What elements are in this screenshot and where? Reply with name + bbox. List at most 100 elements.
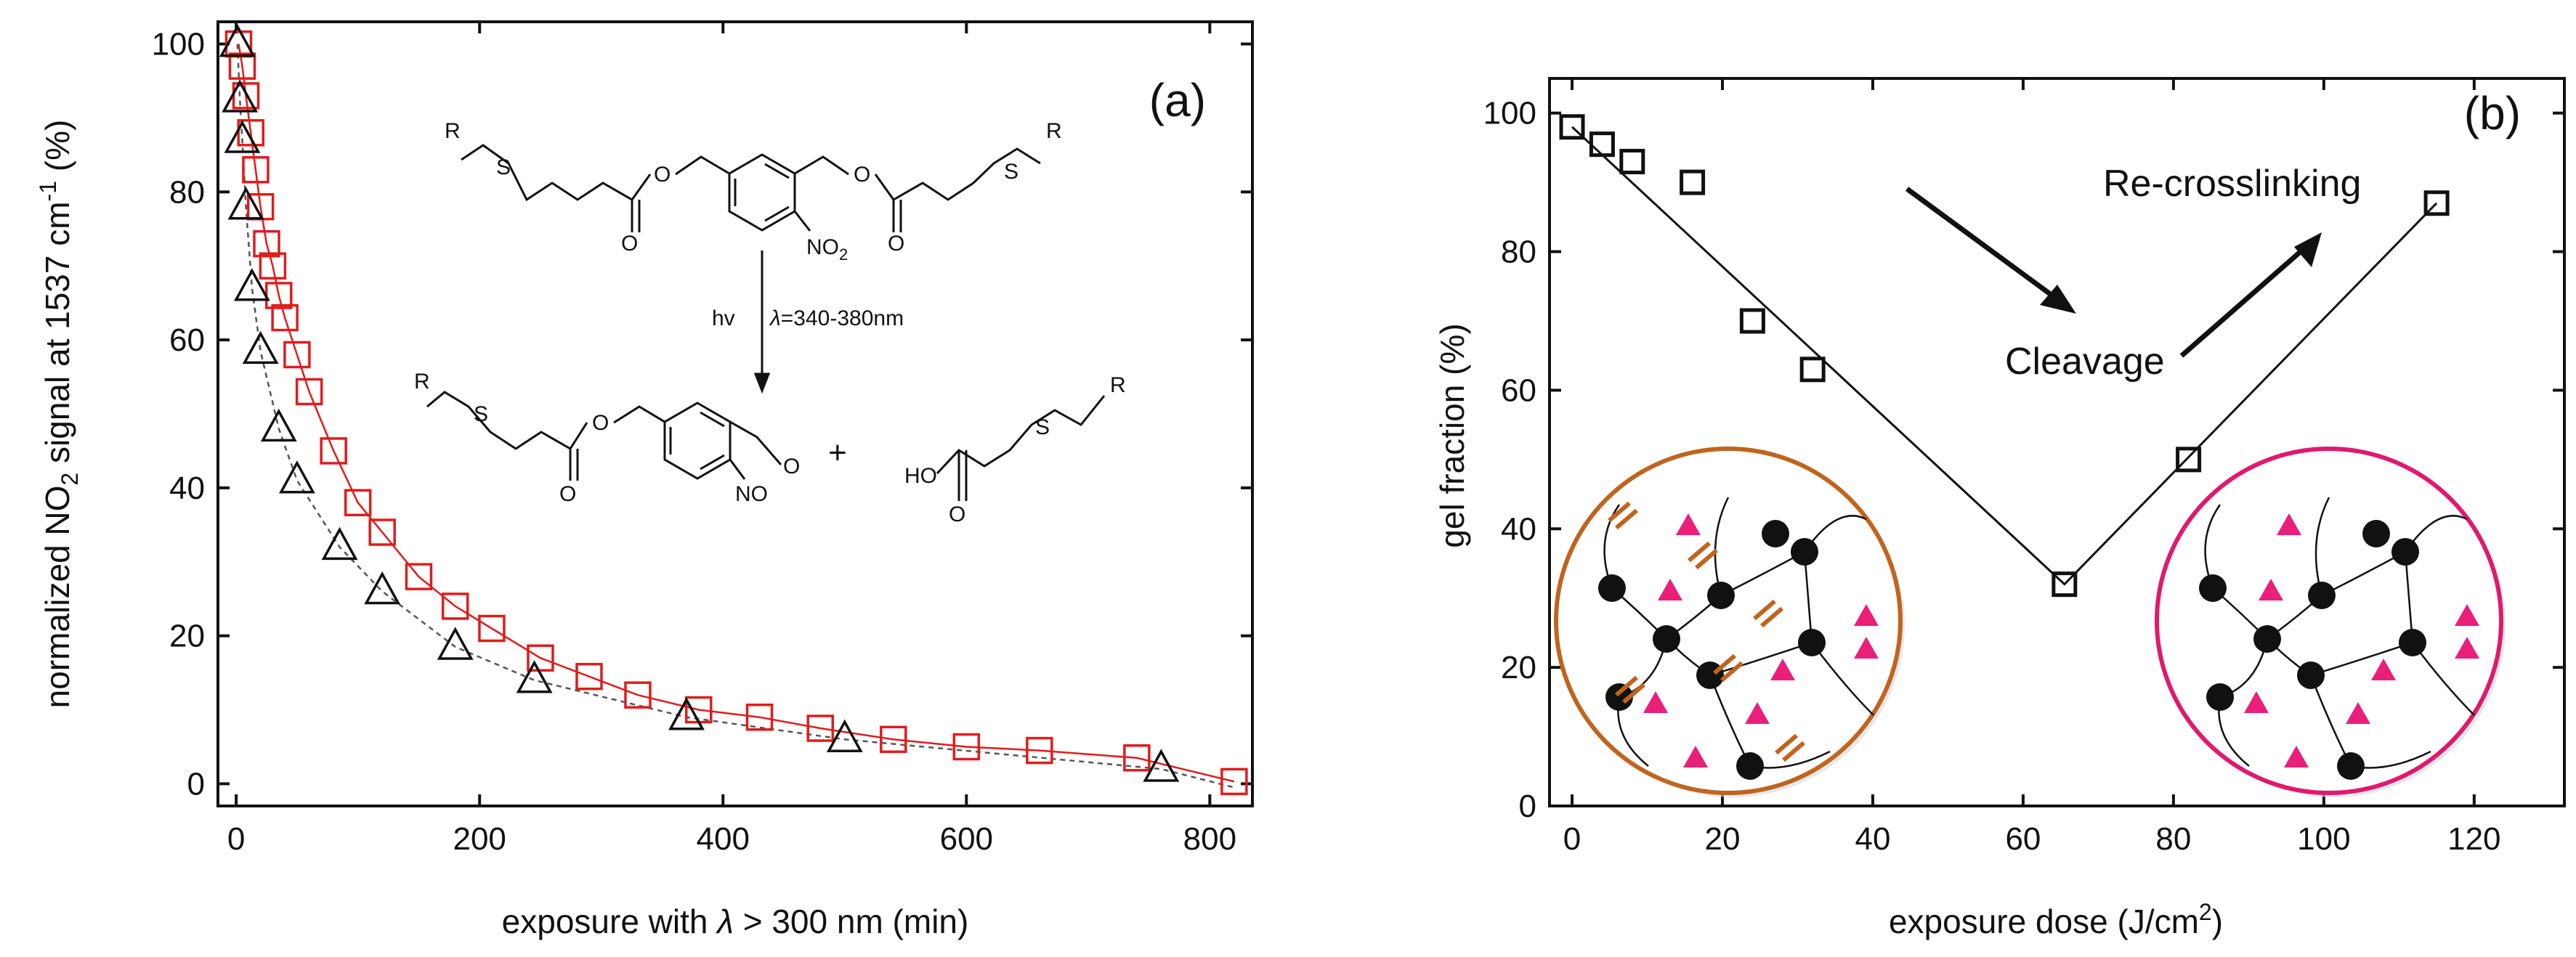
- crosslink-node: [2297, 661, 2325, 689]
- x-tick-label-a: 600: [940, 821, 993, 857]
- square-point: [253, 229, 280, 258]
- chem-S-label: S: [496, 155, 511, 179]
- triangle-point: [219, 23, 256, 57]
- chem-O-label: O: [854, 163, 870, 187]
- x-tick-label-b: 60: [2005, 821, 2041, 857]
- y-tick-label-b: 40: [1501, 511, 1536, 547]
- y-tick-label-b: 100: [1483, 96, 1536, 131]
- square-point: [405, 563, 433, 590]
- photolabile-group: [2346, 702, 2370, 724]
- y-axis-label-a: normalized NO2 signal at 1537 cm-1 (%): [35, 120, 83, 709]
- gel-fraction-point: [2176, 447, 2202, 473]
- x-axis-label-a: exposure with λ > 300 nm (min): [502, 903, 969, 940]
- photolabile-group: [1658, 579, 1682, 600]
- crosslink-node: [2399, 629, 2426, 656]
- gel-fraction-point: [2423, 190, 2450, 216]
- chem-R-label: R: [414, 370, 430, 394]
- crosslink-node: [2391, 538, 2419, 566]
- fit-curve-triangles: [236, 44, 1235, 789]
- product2-acid-chain: [936, 395, 1106, 475]
- triangle-point: [260, 408, 297, 442]
- data-points-a: [219, 23, 1248, 796]
- chem-O-label: O: [621, 232, 638, 256]
- square-point: [237, 119, 264, 147]
- chem-O-label: O: [559, 482, 576, 506]
- photolabile-group: [1676, 513, 1701, 535]
- fit-curve-squares: [238, 44, 1235, 783]
- square-point: [478, 614, 506, 643]
- crosslink-node: [1736, 752, 1764, 780]
- cleaved-link: [1615, 675, 1638, 697]
- product-left-ester: [426, 391, 588, 451]
- crosslink-node: [1605, 683, 1633, 711]
- square-point: [527, 644, 554, 672]
- photolabile-group: [2244, 691, 2269, 713]
- square-point: [1026, 736, 1053, 765]
- gel-fraction-point: [1559, 114, 1585, 140]
- chem-nitroso-label: NO: [735, 482, 768, 506]
- reactant-left-ester: [461, 144, 652, 202]
- triangle-point: [227, 187, 264, 220]
- square-point: [806, 714, 835, 742]
- x-tick-label-b: 40: [1855, 821, 1890, 857]
- cleavage-arrowhead: [2040, 285, 2076, 314]
- photolabile-group: [2455, 637, 2479, 659]
- panel-label-b: (b): [2464, 87, 2521, 139]
- x-tick-label-b: 100: [2297, 821, 2350, 857]
- gel-fraction-point: [1680, 169, 1706, 195]
- photolabile-group: [1683, 746, 1708, 767]
- photolabile-group: [2455, 604, 2479, 626]
- gel-fraction-point: [1619, 149, 1645, 175]
- crosslink-node: [2253, 625, 2281, 653]
- crosslink-node: [1598, 574, 1626, 602]
- reactant-right-chain: [794, 155, 849, 176]
- x-tick-label-b: 20: [1705, 821, 1741, 857]
- y-tick-label-b: 80: [1501, 235, 1536, 270]
- chem-S-label: S: [474, 402, 488, 426]
- square-point: [575, 662, 603, 691]
- cleaved-link: [1775, 733, 1798, 755]
- y-axis-label-b: gel fraction (%): [1433, 323, 1471, 547]
- photolabile-group: [1854, 637, 1879, 659]
- crosslink-node: [2199, 574, 2227, 602]
- square-point: [259, 252, 287, 280]
- y-tick-label-b: 0: [1519, 789, 1536, 824]
- triangle-point: [224, 120, 261, 153]
- triangle-point: [364, 571, 401, 605]
- crosslink-node: [1791, 538, 1818, 566]
- x-tick-label-b: 120: [2447, 821, 2500, 857]
- triangle-point: [826, 719, 863, 753]
- x-tick-label-b: 80: [2155, 821, 2191, 857]
- triangle-point: [321, 526, 358, 561]
- x-axis-label-b: exposure dose (J/cm2): [1889, 899, 2223, 940]
- triangle-point: [1143, 749, 1180, 782]
- y-tick-label-a: 20: [169, 619, 205, 654]
- triangle-point: [437, 627, 474, 660]
- recrosslinking-label: Re-crosslinking: [2103, 163, 2361, 205]
- reaction-scheme-labels: R S S R O O O O NO2 hv λ=340-380nm R S O…: [414, 119, 1126, 526]
- product-ring-inner-bond: [700, 411, 725, 428]
- triangle-point: [233, 268, 270, 301]
- photolabile-group: [2284, 746, 2309, 767]
- y-tick-label-a: 80: [169, 174, 205, 210]
- cleavage-label: Cleavage: [2005, 341, 2165, 383]
- chem-R-label: R: [1110, 373, 1126, 397]
- y-tick-label-a: 0: [187, 766, 205, 802]
- reaction-arrowhead: [753, 372, 771, 394]
- square-point: [295, 378, 323, 406]
- chem-wavelength-label: λ=340-380nm: [769, 306, 904, 330]
- square-point: [344, 489, 372, 517]
- gel-fraction-point: [1589, 131, 1615, 158]
- square-point: [320, 437, 347, 465]
- network-circle: [2155, 447, 2503, 795]
- chem-S-label: S: [1004, 160, 1018, 184]
- chem-S-label: S: [1035, 415, 1050, 439]
- square-point: [1220, 767, 1248, 796]
- chem-O-label: O: [654, 163, 671, 187]
- triangle-point: [242, 330, 279, 365]
- crosslink-node: [2337, 752, 2365, 780]
- reactant-right-ester: [874, 147, 1041, 201]
- square-point: [624, 681, 652, 709]
- product-aldehyde: [729, 420, 782, 465]
- product-nitroso-bond: [729, 459, 746, 480]
